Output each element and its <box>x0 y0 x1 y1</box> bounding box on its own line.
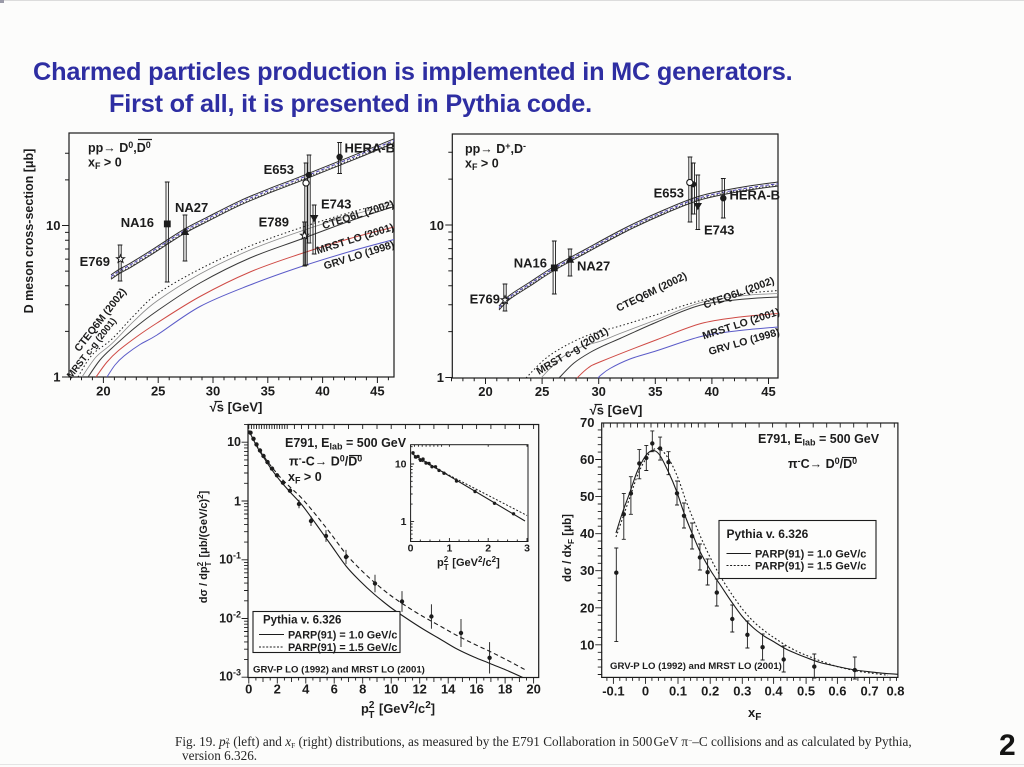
svg-text:10-2: 10-2 <box>219 609 241 625</box>
svg-text:NA16: NA16 <box>121 215 154 230</box>
svg-text:10: 10 <box>384 682 398 697</box>
svg-text:1: 1 <box>437 370 444 385</box>
svg-text:E791, Elab = 500 GeV: E791, Elab = 500 GeV <box>285 436 407 452</box>
svg-text:0.1: 0.1 <box>669 684 687 699</box>
svg-text:1: 1 <box>53 370 60 385</box>
svg-text:20: 20 <box>478 384 492 399</box>
svg-text:10: 10 <box>395 459 407 471</box>
svg-text:GRV-P LO (1992) and MRST LO (2: GRV-P LO (1992) and MRST LO (2001) <box>610 661 782 672</box>
svg-text:10-1: 10-1 <box>219 551 241 567</box>
svg-text:20: 20 <box>96 384 110 399</box>
svg-text:√s [GeV]: √s [GeV] <box>590 403 643 418</box>
svg-text:NA27: NA27 <box>577 259 610 274</box>
svg-text:1: 1 <box>401 516 407 528</box>
svg-text:70: 70 <box>580 415 594 430</box>
svg-text:10: 10 <box>430 218 444 233</box>
svg-text:6: 6 <box>331 682 338 697</box>
svg-text:0.2: 0.2 <box>701 684 719 699</box>
svg-text:xF > 0: xF > 0 <box>288 470 322 486</box>
svg-text:CTEQ6M (2002): CTEQ6M (2002) <box>614 270 688 315</box>
svg-text:PARP(91) = 1.0 GeV/c: PARP(91) = 1.0 GeV/c <box>755 549 866 561</box>
svg-text:30: 30 <box>591 384 605 399</box>
svg-text:2: 2 <box>274 682 281 697</box>
svg-text:Pythia v. 6.326: Pythia v. 6.326 <box>263 615 341 627</box>
svg-text:3: 3 <box>524 543 530 555</box>
svg-text:-0.1: -0.1 <box>602 684 624 699</box>
svg-text:D meson cross-section [μb]: D meson cross-section [μb] <box>22 149 36 314</box>
svg-text:p2T [GeV2/c2]: p2 T [GeV2/c2] <box>437 555 500 572</box>
svg-text:CTEQ6L (2002): CTEQ6L (2002) <box>702 275 776 312</box>
svg-text:π--C→ D0/D0: π--C→ D0/D0 <box>289 454 362 469</box>
svg-text:10: 10 <box>580 637 594 652</box>
svg-text:xF > 0: xF > 0 <box>88 156 122 172</box>
svg-text:0: 0 <box>245 682 252 697</box>
svg-text:40: 40 <box>580 526 594 541</box>
svg-text:dσ / dp2T [μb/(GeV/c)2]: dσ / dp2T [μb/(GeV/c)2] <box>196 490 213 603</box>
svg-text:0.4: 0.4 <box>765 684 784 699</box>
svg-text:p2T [GeV2/c2]: p2 T [GeV2/c2] <box>361 700 435 721</box>
svg-text:1: 1 <box>446 543 452 555</box>
svg-text:45: 45 <box>761 384 775 399</box>
svg-text:40: 40 <box>315 384 329 399</box>
svg-text:0: 0 <box>642 684 649 699</box>
svg-text:PARP(91) = 1.0 GeV/c: PARP(91) = 1.0 GeV/c <box>288 630 397 642</box>
svg-text:35: 35 <box>648 384 662 399</box>
svg-text:HERA-B: HERA-B <box>345 141 396 156</box>
svg-text:0.7: 0.7 <box>861 684 879 699</box>
svg-text:30: 30 <box>580 563 594 578</box>
svg-text:π-C→ D0/D0: π-C→ D0/D0 <box>788 456 857 471</box>
svg-text:0.5: 0.5 <box>797 684 815 699</box>
svg-text:60: 60 <box>580 452 594 467</box>
svg-text:1: 1 <box>234 495 241 509</box>
svg-text:E653: E653 <box>654 186 684 201</box>
svg-text:Pythia v. 6.326: Pythia v. 6.326 <box>727 527 809 541</box>
svg-text:45: 45 <box>370 384 384 399</box>
svg-text:E769: E769 <box>80 254 110 269</box>
svg-text:√s [GeV]: √s [GeV] <box>210 400 263 415</box>
svg-text:MRST c-g (2001): MRST c-g (2001) <box>534 325 610 377</box>
svg-text:E791, Elab = 500 GeV: E791, Elab = 500 GeV <box>758 432 880 448</box>
svg-text:0.8: 0.8 <box>886 684 904 699</box>
svg-text:GRV-P LO (1992) and MRST LO (2: GRV-P LO (1992) and MRST LO (2001) <box>253 665 425 676</box>
svg-text:2: 2 <box>485 543 491 555</box>
svg-text:xF > 0: xF > 0 <box>465 157 499 173</box>
svg-text:E743: E743 <box>704 223 734 238</box>
svg-text:18: 18 <box>498 682 512 697</box>
svg-text:dσ / dxF [μb]: dσ / dxF [μb] <box>562 514 576 582</box>
svg-text:20: 20 <box>580 600 594 615</box>
svg-text:NA27: NA27 <box>175 200 208 215</box>
svg-text:25: 25 <box>151 384 165 399</box>
svg-text:10: 10 <box>46 218 60 233</box>
svg-text:E789: E789 <box>259 215 289 230</box>
svg-text:35: 35 <box>261 384 275 399</box>
svg-text:xF: xF <box>748 705 761 723</box>
svg-text:PARP(91) = 1.5 GeV/c: PARP(91) = 1.5 GeV/c <box>288 642 397 654</box>
svg-text:0.6: 0.6 <box>828 684 846 699</box>
svg-text:E653: E653 <box>264 162 294 177</box>
svg-text:8: 8 <box>359 682 366 697</box>
svg-text:10-3: 10-3 <box>219 668 241 684</box>
svg-text:0: 0 <box>408 543 414 555</box>
svg-text:12: 12 <box>412 682 426 697</box>
svg-text:PARP(91) = 1.5 GeV/c: PARP(91) = 1.5 GeV/c <box>755 561 866 573</box>
svg-text:pp→ D0,D0: pp→ D0,D0 <box>88 140 151 155</box>
svg-text:10: 10 <box>227 435 241 449</box>
svg-text:25: 25 <box>535 384 549 399</box>
svg-text:NA16: NA16 <box>514 256 547 271</box>
svg-text:40: 40 <box>705 384 719 399</box>
svg-text:14: 14 <box>441 682 456 697</box>
svg-text:30: 30 <box>206 384 220 399</box>
svg-text:0.3: 0.3 <box>733 684 751 699</box>
svg-text:20: 20 <box>526 682 540 697</box>
svg-text:E769: E769 <box>470 292 500 307</box>
svg-text:50: 50 <box>580 489 594 504</box>
svg-text:HERA-B: HERA-B <box>730 188 781 203</box>
svg-text:16: 16 <box>469 682 483 697</box>
svg-text:4: 4 <box>302 682 310 697</box>
svg-text:E743: E743 <box>321 197 351 212</box>
svg-text:pp→ D+,D-: pp→ D+,D- <box>465 141 526 156</box>
